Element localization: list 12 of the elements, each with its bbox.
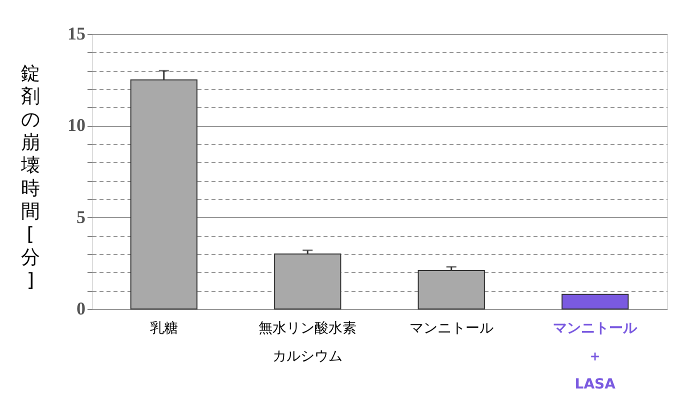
x-tick-label: マンニトール [409, 320, 494, 336]
y-tick-label: 0 [76, 298, 86, 318]
y-tick-label: 15 [68, 24, 86, 44]
x-tick-label: 無水リン酸水素カルシウム [258, 320, 357, 364]
bar [418, 270, 485, 310]
x-tick-label: マンニトール＋LASA [553, 320, 638, 392]
y-tick-label: 10 [68, 115, 86, 136]
bar [562, 294, 629, 310]
x-tick-label: 乳糖 [150, 320, 178, 336]
bar [274, 254, 342, 310]
y-tick-label: 5 [76, 206, 86, 227]
text: 錠剤の崩壊時間[分] [21, 62, 40, 292]
